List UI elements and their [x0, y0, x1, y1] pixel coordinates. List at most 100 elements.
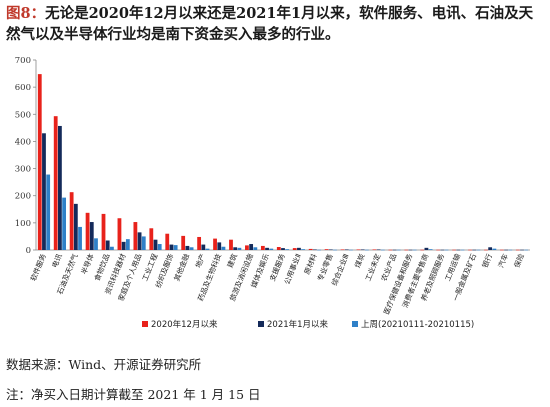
- bar: [524, 249, 529, 251]
- x-tick-label: 原材料: [302, 252, 318, 275]
- bar: [508, 249, 513, 251]
- bar: [157, 244, 162, 250]
- bar: [452, 249, 456, 251]
- x-tick-label: 电讯: [50, 252, 64, 269]
- bar: [388, 249, 393, 251]
- bar: [205, 248, 210, 250]
- x-tick-label: 汽车: [496, 252, 510, 269]
- bar: [460, 249, 465, 251]
- bar: [344, 249, 349, 251]
- bar: [153, 239, 158, 250]
- bar: [101, 213, 106, 250]
- legend-swatch: [142, 321, 148, 327]
- bar: [444, 249, 449, 251]
- bar: [276, 247, 281, 250]
- figure-title-text: 无论是2020年12月以来还是2021年1月以来，软件服务、电讯、石油及天然气以…: [6, 5, 534, 43]
- bar: [78, 226, 82, 250]
- figure-title: 图8：无论是2020年12月以来还是2021年1月以来，软件服务、电讯、石油及天…: [6, 3, 546, 45]
- bar: [213, 238, 217, 250]
- bar: [53, 116, 58, 250]
- bar: [456, 249, 461, 251]
- legend-swatch: [352, 321, 358, 327]
- bar: [69, 192, 74, 250]
- y-tick-label: 200: [15, 192, 31, 202]
- bar: [317, 249, 321, 251]
- y-tick-label: 100: [15, 219, 31, 229]
- bar: [440, 249, 445, 251]
- bar: [515, 249, 520, 251]
- bar: [372, 249, 377, 251]
- bar: [110, 246, 114, 250]
- y-tick-label: 300: [15, 165, 31, 175]
- bar: [340, 249, 345, 251]
- bar: [424, 247, 429, 250]
- figure-label: 图8：: [6, 5, 46, 22]
- bar: [46, 174, 51, 250]
- chart-legend: 2020年12月以来 2021年1月以来 上周(20210111-20210115): [142, 319, 474, 330]
- bar: [89, 222, 94, 250]
- bar: [504, 249, 508, 251]
- bar: [324, 249, 329, 250]
- bar: [312, 249, 317, 251]
- bar: [233, 247, 238, 250]
- footnote: 注：净买入日期计算截至 2021 年 1 月 15 日: [6, 387, 261, 402]
- bar: [94, 238, 98, 250]
- bar: [141, 236, 146, 250]
- bar: [520, 249, 524, 251]
- x-tick-label: 其他金融: [172, 252, 191, 282]
- bar: [189, 247, 194, 250]
- y-tick-label: 600: [15, 83, 31, 93]
- legend-swatch: [258, 321, 264, 327]
- bar: [468, 249, 472, 251]
- bar: [408, 249, 413, 251]
- bar: [42, 133, 46, 250]
- bar: [499, 249, 504, 251]
- legend-label: 2020年12月以来: [151, 319, 218, 330]
- bar: [364, 249, 369, 251]
- data-source: 数据来源：Wind、开源证券研究所: [6, 357, 202, 372]
- bar: [197, 236, 202, 250]
- x-tick-label: 银行: [480, 252, 494, 269]
- bar: [360, 249, 365, 251]
- bar: [476, 249, 481, 251]
- x-tick-label: 建筑: [225, 252, 239, 269]
- bar: [488, 247, 493, 250]
- bar: [301, 249, 306, 250]
- bar: [105, 240, 110, 250]
- bar: [245, 245, 249, 250]
- bar: [420, 249, 425, 251]
- bar: [380, 249, 385, 251]
- bar: [297, 247, 301, 250]
- chart-bars: [37, 74, 529, 251]
- bar: [58, 125, 62, 250]
- x-tick-label: 煤炭: [353, 252, 367, 269]
- bar: [265, 247, 269, 250]
- bar: [121, 241, 126, 250]
- bar: [269, 248, 274, 250]
- bar: [376, 249, 381, 251]
- bar: [181, 235, 186, 250]
- bar: [133, 222, 138, 250]
- bar: [428, 249, 433, 250]
- bar: [185, 245, 190, 250]
- bar: [229, 239, 233, 250]
- bar: [484, 249, 488, 251]
- bar: [412, 249, 417, 251]
- bar: [73, 203, 78, 250]
- bar: [85, 212, 90, 250]
- bar: [149, 228, 154, 250]
- bar: [137, 232, 142, 250]
- bar: [328, 249, 333, 251]
- bar: [281, 248, 285, 250]
- bar: [125, 239, 130, 250]
- bar: [37, 74, 42, 250]
- legend-label: 上周(20210111-20210115): [361, 320, 474, 330]
- bar: [201, 244, 206, 250]
- bar: [117, 218, 122, 250]
- bar: [169, 244, 174, 250]
- bar: [308, 248, 313, 250]
- bar: [253, 247, 258, 250]
- x-tick-label: 半导体: [79, 252, 95, 275]
